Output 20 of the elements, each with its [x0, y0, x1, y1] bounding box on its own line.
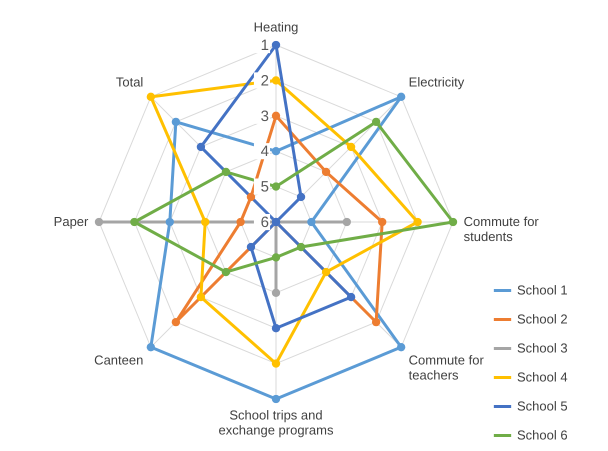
legend-label: School 1	[517, 282, 568, 298]
legend-label: School 5	[517, 398, 568, 414]
y-tick-label: 2	[260, 72, 269, 90]
spoke-label: Commute for teachers	[408, 352, 484, 383]
legend-label: School 4	[517, 370, 568, 384]
legend-label: School 2	[517, 312, 568, 326]
legend-label: School 3	[517, 340, 568, 356]
y-tick-label: 3	[260, 108, 269, 125]
spoke-label: Total	[116, 74, 144, 90]
y-tick-label: 4	[260, 143, 269, 160]
spoke-label: Electricity	[408, 74, 465, 90]
y-tick-label: 6	[260, 214, 269, 231]
spoke-label: Paper	[54, 214, 90, 229]
spoke-label: Commute for students	[464, 214, 540, 244]
spoke-label: Heating	[254, 19, 298, 34]
spoke-label: School trips and exchange programs	[218, 408, 334, 438]
y-tick-label: 1	[260, 37, 269, 54]
spoke-label: Canteen	[94, 352, 144, 368]
y-tick-label: 5	[260, 178, 269, 196]
legend-label: School 6	[517, 428, 568, 442]
